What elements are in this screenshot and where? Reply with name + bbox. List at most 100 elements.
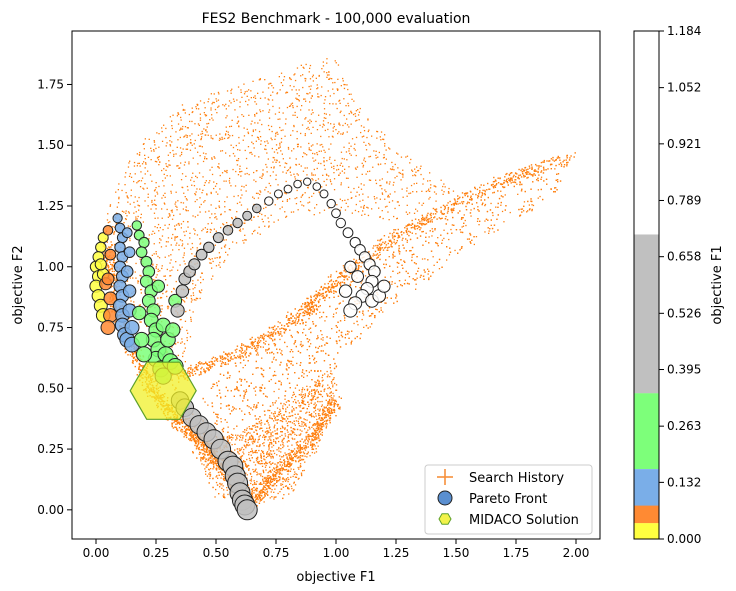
search-history-point [308, 339, 311, 341]
search-history-point [477, 218, 479, 220]
search-history-point [283, 76, 286, 78]
search-history-point [213, 93, 215, 95]
search-history-point [197, 214, 199, 216]
search-history-point [333, 313, 335, 315]
search-history-point [394, 282, 396, 284]
search-history-point [247, 439, 249, 441]
search-history-point [401, 285, 403, 287]
search-history-point [107, 213, 109, 215]
search-history-point [323, 390, 325, 392]
search-history-point [150, 150, 153, 152]
search-history-point [245, 465, 247, 467]
search-history-point [275, 161, 277, 163]
search-history-point [266, 166, 268, 168]
search-history-point [302, 322, 304, 324]
search-history-point [528, 209, 531, 211]
search-history-point [422, 223, 425, 225]
search-history-point [293, 420, 295, 422]
search-history-point [246, 172, 248, 175]
search-history-point [295, 473, 297, 475]
search-history-point [315, 448, 317, 450]
search-history-point [317, 383, 319, 385]
search-history-point [161, 130, 163, 133]
search-history-point [300, 179, 302, 182]
search-history-point [388, 147, 390, 149]
search-history-point [402, 169, 404, 171]
search-history-point [326, 76, 328, 78]
search-history-point [303, 403, 305, 405]
search-history-point [264, 387, 266, 389]
search-history-point [242, 437, 244, 439]
search-history-point [275, 144, 278, 146]
search-history-point [224, 419, 226, 421]
search-history-point [275, 174, 277, 176]
search-history-point [263, 445, 265, 447]
search-history-point [176, 206, 178, 208]
search-history-point [323, 360, 326, 362]
search-history-point [196, 249, 198, 251]
search-history-point [290, 211, 293, 213]
search-history-point [340, 206, 342, 209]
search-history-point [381, 188, 383, 190]
search-history-point [271, 480, 274, 483]
search-history-point [207, 464, 209, 466]
search-history-point [328, 207, 330, 209]
search-history-point [528, 204, 530, 206]
search-history-point [347, 105, 350, 107]
search-history-point [298, 100, 300, 102]
search-history-point [168, 255, 170, 257]
search-history-point [422, 230, 424, 233]
search-history-point [212, 461, 215, 464]
search-history-point [310, 416, 313, 418]
search-history-point [441, 189, 443, 191]
search-history-point [240, 457, 242, 459]
search-history-point [180, 179, 183, 181]
search-history-point [273, 390, 275, 393]
search-history-point [157, 270, 159, 272]
search-history-point [269, 405, 272, 407]
search-history-point [218, 139, 221, 141]
search-history-point [311, 426, 313, 428]
search-history-point [397, 167, 399, 169]
search-history-point [169, 116, 171, 118]
search-history-point [290, 134, 292, 136]
search-history-point [281, 440, 283, 443]
search-history-point [320, 350, 322, 352]
search-history-point [560, 163, 563, 166]
search-history-point [268, 380, 270, 382]
search-history-point [266, 396, 268, 398]
search-history-point [268, 449, 270, 451]
search-history-point [523, 174, 525, 177]
search-history-point [116, 206, 118, 208]
search-history-point [129, 238, 131, 240]
search-history-point [318, 74, 320, 77]
search-history-point [271, 489, 273, 491]
search-history-point [329, 114, 331, 116]
search-history-point [297, 350, 300, 352]
search-history-point [339, 198, 341, 200]
search-history-point [365, 173, 367, 175]
search-history-point [348, 126, 350, 128]
search-history-point [268, 436, 270, 438]
search-history-point [332, 127, 334, 129]
search-history-point [224, 170, 226, 172]
search-history-point [292, 114, 294, 116]
search-history-point [354, 149, 356, 151]
search-history-point [217, 417, 219, 419]
search-history-point [305, 100, 307, 102]
search-history-point [109, 204, 112, 206]
search-history-point [262, 443, 264, 445]
search-history-point [175, 205, 177, 207]
search-history-point [259, 193, 261, 196]
search-history-point [165, 136, 167, 139]
search-history-point [521, 208, 524, 210]
search-history-point [285, 92, 287, 94]
search-history-point [314, 325, 317, 327]
search-history-point [261, 374, 264, 376]
search-history-point [306, 419, 308, 421]
search-history-point [343, 279, 345, 281]
search-history-point [309, 455, 311, 457]
search-history-point [471, 203, 473, 205]
search-history-point [164, 256, 166, 258]
search-history-point [133, 165, 136, 167]
